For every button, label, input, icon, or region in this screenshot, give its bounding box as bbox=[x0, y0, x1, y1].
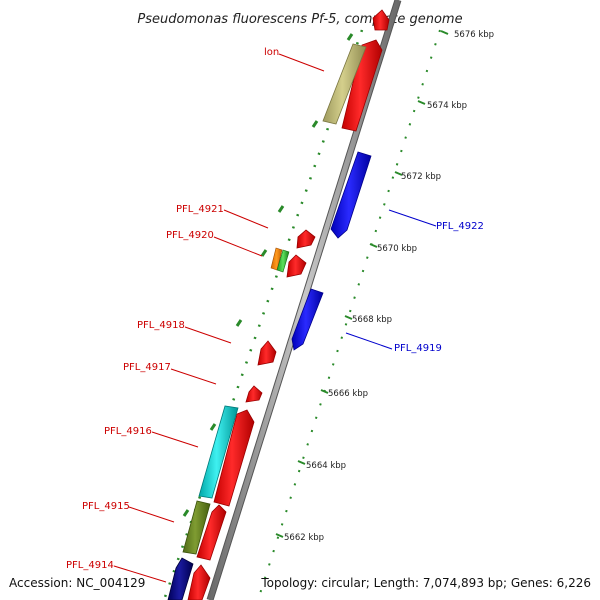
genome-stats-text: Topology: circular; Length: 7,074,893 bp… bbox=[260, 576, 591, 590]
gene-pfl4918[interactable] bbox=[257, 340, 277, 366]
gene-pfl4921[interactable] bbox=[296, 229, 316, 249]
gene-green[interactable] bbox=[276, 249, 290, 273]
kbp-label: 5664 kbp bbox=[306, 461, 346, 471]
label-pfl4922: PFL_4922 bbox=[436, 221, 484, 232]
accession-text: Accession: NC_004129 bbox=[9, 576, 145, 590]
label-pfl4920: PFL_4920 bbox=[166, 230, 214, 241]
kbp-label: 5662 kbp bbox=[284, 533, 324, 543]
gene-pfl4914-red[interactable] bbox=[187, 564, 211, 600]
label-pfl4914: PFL_4914 bbox=[66, 560, 114, 571]
map-title: Pseudomonas fluorescens Pf-5, complete g… bbox=[137, 12, 462, 27]
reverse-genes bbox=[291, 151, 372, 351]
label-pfl4916: PFL_4916 bbox=[104, 426, 152, 437]
kbp-ticks bbox=[275, 30, 449, 538]
gene-pfl4916-cyan[interactable] bbox=[198, 405, 239, 499]
gene-arrow-top[interactable] bbox=[372, 9, 390, 31]
kbp-label: 5666 kbp bbox=[328, 389, 368, 399]
gene-labels: lon PFL_4921 PFL_4920 PFL_4918 PFL_4917 … bbox=[66, 47, 484, 571]
label-pfl4917: PFL_4917 bbox=[123, 362, 171, 373]
colored-genes bbox=[167, 43, 367, 600]
kbp-label: 5672 kbp bbox=[401, 172, 441, 182]
gene-orange[interactable] bbox=[270, 247, 283, 271]
gene-pfl4914-navy[interactable] bbox=[167, 557, 194, 600]
gene-pfl4922[interactable] bbox=[330, 151, 372, 239]
label-pfl4918: PFL_4918 bbox=[137, 320, 185, 331]
label-pfl4921: PFL_4921 bbox=[176, 204, 224, 215]
kbp-label: 5668 kbp bbox=[352, 315, 392, 325]
kbp-labels: 5676 kbp 5674 kbp 5672 kbp 5670 kbp 5668… bbox=[284, 30, 494, 543]
label-pfl4915: PFL_4915 bbox=[82, 501, 130, 512]
gene-pfl4919[interactable] bbox=[291, 288, 324, 351]
gene-lon-khaki[interactable] bbox=[322, 43, 367, 125]
kbp-label: 5676 kbp bbox=[454, 30, 494, 40]
genome-backbone bbox=[206, 0, 402, 600]
outer-tick-track bbox=[257, 29, 441, 600]
gene-pfl4917[interactable] bbox=[245, 385, 263, 403]
kbp-label: 5674 kbp bbox=[427, 101, 467, 111]
kbp-label: 5670 kbp bbox=[377, 244, 417, 254]
gene-pfl4915-olive[interactable] bbox=[182, 500, 211, 555]
gene-pfl4916-red[interactable] bbox=[213, 409, 255, 507]
forward-genes bbox=[187, 9, 390, 600]
inner-track-marks bbox=[182, 33, 354, 517]
gene-pfl4915-red[interactable] bbox=[196, 504, 227, 561]
label-leaders bbox=[113, 53, 437, 583]
gene-pfl4920[interactable] bbox=[286, 254, 307, 278]
label-lon: lon bbox=[264, 47, 279, 58]
label-pfl4919: PFL_4919 bbox=[394, 343, 442, 354]
